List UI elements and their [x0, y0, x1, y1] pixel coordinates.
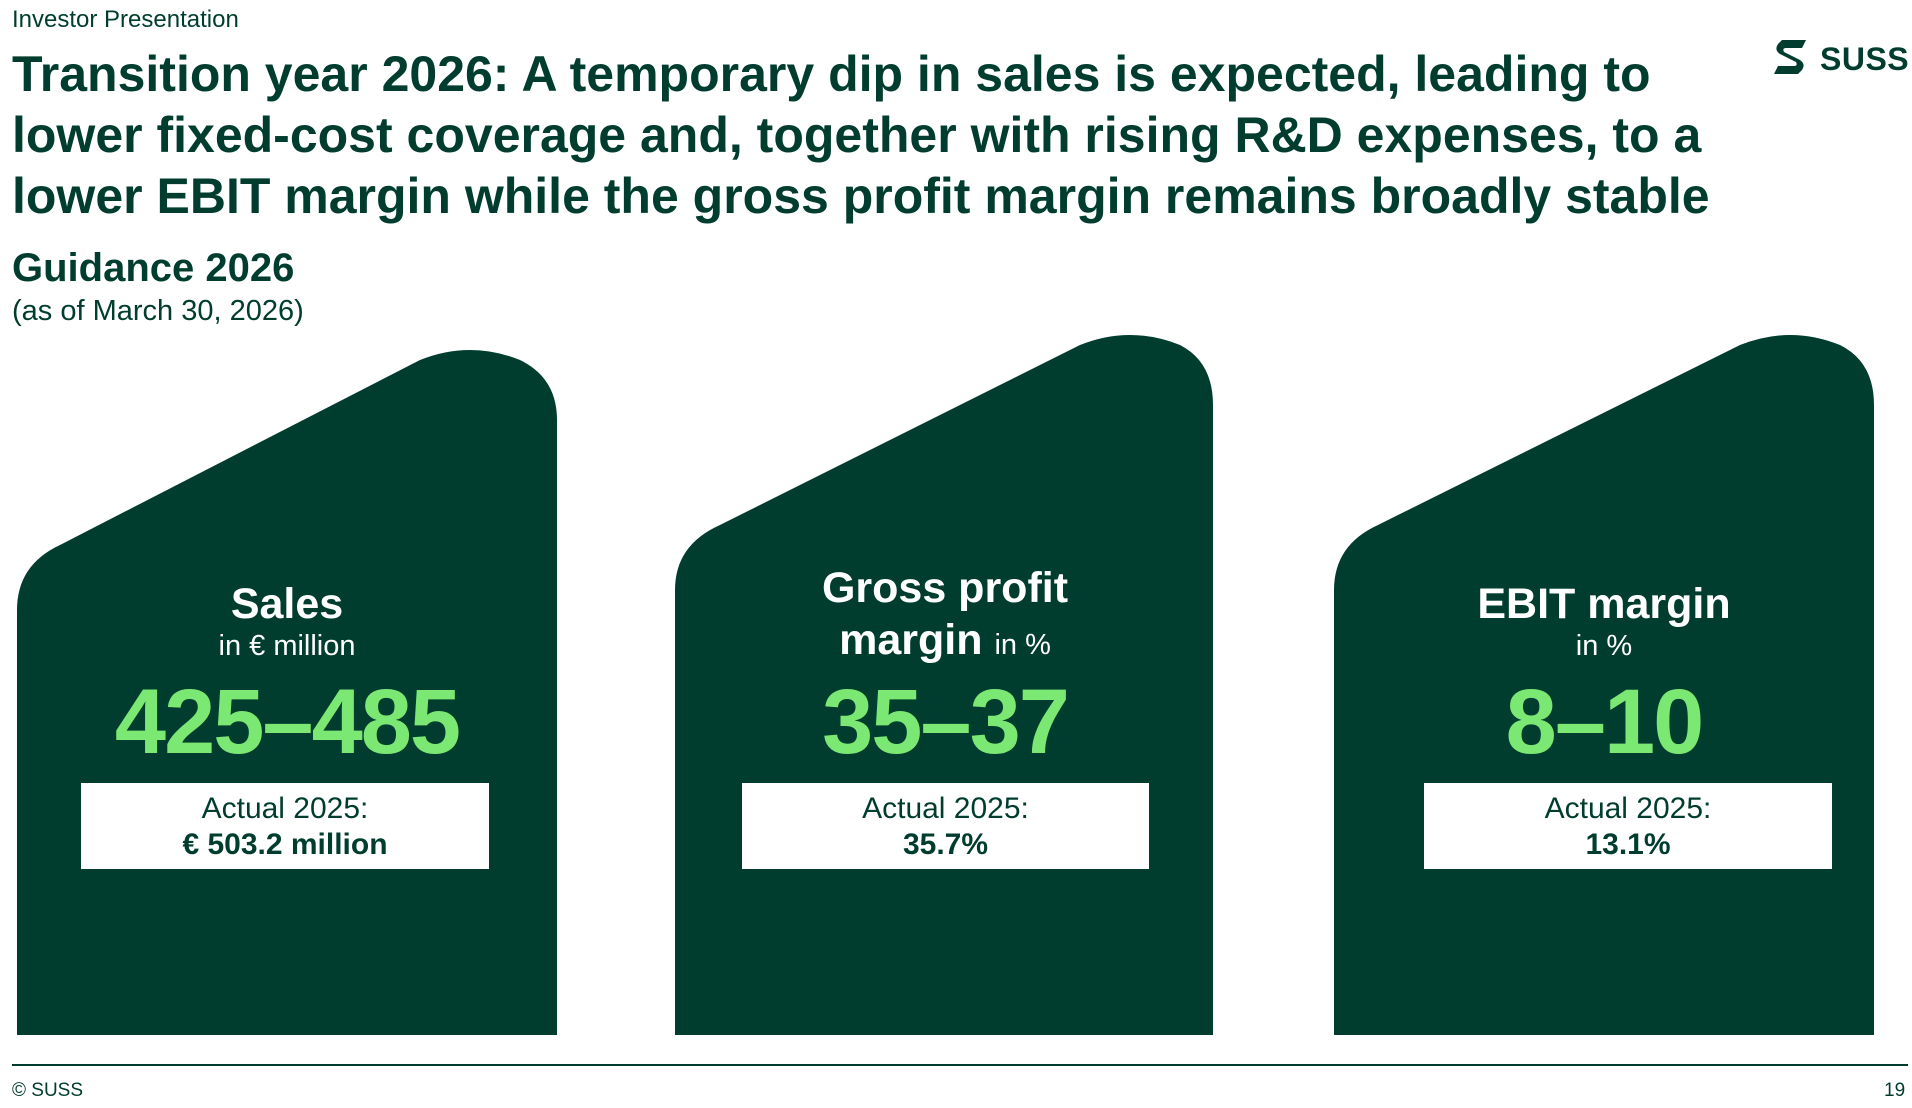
suss-logo-text: SUSS [1820, 41, 1910, 77]
card-sales-value: 425–485 [114, 671, 461, 773]
card-ebit-actual-value: 13.1% [1585, 828, 1671, 861]
card-sales-actual-value: € 503.2 million [182, 828, 388, 861]
footer-divider [12, 1064, 1908, 1066]
card-gross-profit-actual-label: Actual 2025: [862, 792, 1029, 825]
guidance-date: (as of March 30, 2026) [12, 295, 304, 327]
card-ebit-header: EBIT margin in % [1334, 578, 1874, 663]
header-label: Investor Presentation [12, 6, 239, 33]
card-ebit-unit: in % [1575, 630, 1633, 662]
card-gross-profit-actual: Actual 2025: 35.7% [742, 783, 1149, 869]
suss-logo: SUSS [1772, 38, 1909, 81]
footer-copyright: © SUSS [12, 1080, 84, 1101]
footer-page-number: 19 [1884, 1080, 1906, 1101]
card-gross-profit-unit: in % [994, 629, 1051, 661]
card-gross-profit-header: Gross profit margin in % [675, 562, 1215, 671]
card-ebit-actual-label: Actual 2025: [1544, 792, 1712, 825]
card-gross-profit-actual-value: 35.7% [902, 828, 989, 861]
guidance-title: Guidance 2026 [12, 246, 295, 290]
card-gross-profit-title-line2: margin [839, 616, 983, 664]
suss-logo-icon [1772, 38, 1810, 81]
card-ebit-actual: Actual 2025: 13.1% [1424, 783, 1832, 869]
card-ebit-title: EBIT margin [1477, 580, 1731, 628]
card-gross-profit-value: 35–37 [822, 671, 1070, 773]
card-gross-profit-title-line1: Gross profit [821, 564, 1069, 612]
card-sales-actual: Actual 2025: € 503.2 million [81, 783, 489, 869]
card-ebit-value: 8–10 [1505, 671, 1705, 773]
card-sales-actual-label: Actual 2025: [201, 792, 369, 825]
card-sales-title: Sales [230, 580, 344, 628]
slide-title: Transition year 2026: A temporary dip in… [12, 46, 1710, 224]
card-sales-unit: in € million [218, 630, 356, 662]
card-sales-header: Sales in € million [17, 578, 557, 663]
